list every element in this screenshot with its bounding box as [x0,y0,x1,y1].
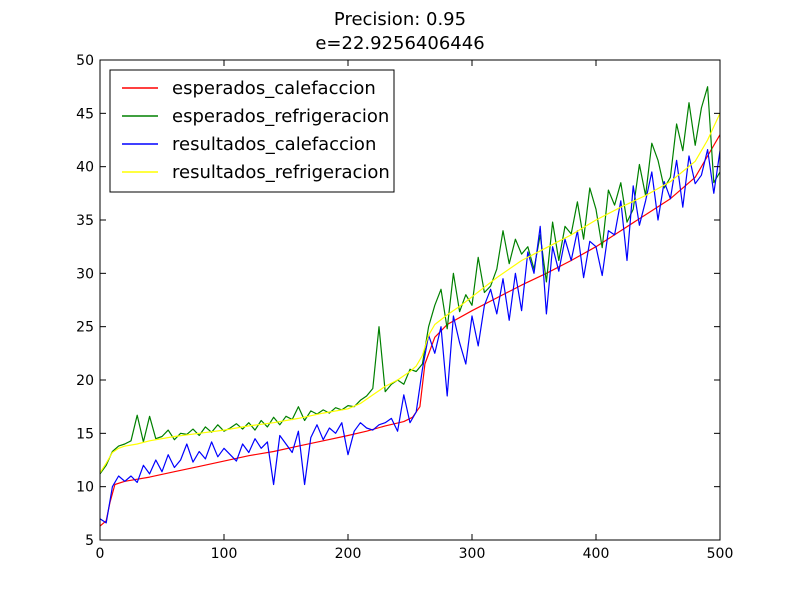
x-tick-label: 0 [96,546,105,562]
series-line-esperados-refrigeracion [99,86,721,475]
y-tick-label: 25 [76,320,94,336]
series-line-resultados-refrigeracion [99,113,721,474]
y-tick-label: 10 [76,480,94,496]
series-line-resultados-calefaccion [99,149,721,524]
y-tick-label: 15 [76,426,94,442]
plot-frame [99,59,721,541]
y-tick-label: 40 [76,160,94,176]
y-tick-label: 45 [76,106,94,122]
series-line-esperados-calefaccion [99,134,721,527]
y-tick-label: 20 [76,373,94,389]
x-tick-label: 500 [707,546,734,562]
chart-subtitle: e=22.9256406446 [315,33,484,54]
y-tick-label: 35 [76,213,94,229]
x-tick-label: 300 [459,546,486,562]
legend-label-resultados-refrigeracion: resultados_refrigeracion [172,162,390,183]
series-layer [99,86,721,527]
legend-label-esperados-calefaccion: esperados_calefaccion [172,78,376,99]
x-tick-label: 100 [211,546,238,562]
legend-label-resultados-calefaccion: resultados_calefaccion [172,134,376,155]
legend-label-esperados-refrigeracion: esperados_refrigeracion [172,106,389,127]
x-tick-label: 400 [583,546,610,562]
x-tick-label: 200 [335,546,362,562]
axis-ticks: 0 100 200 300 400 500 5 10 15 20 25 30 35 40 45 50 [76,53,733,562]
y-tick-label: 5 [85,533,94,549]
y-tick-label: 50 [76,53,94,69]
y-tick-label: 30 [76,266,94,282]
chart-title: Precision: 0.95 [334,9,466,30]
legend: esperados_calefaccion esperados_refrigera… [109,69,395,193]
